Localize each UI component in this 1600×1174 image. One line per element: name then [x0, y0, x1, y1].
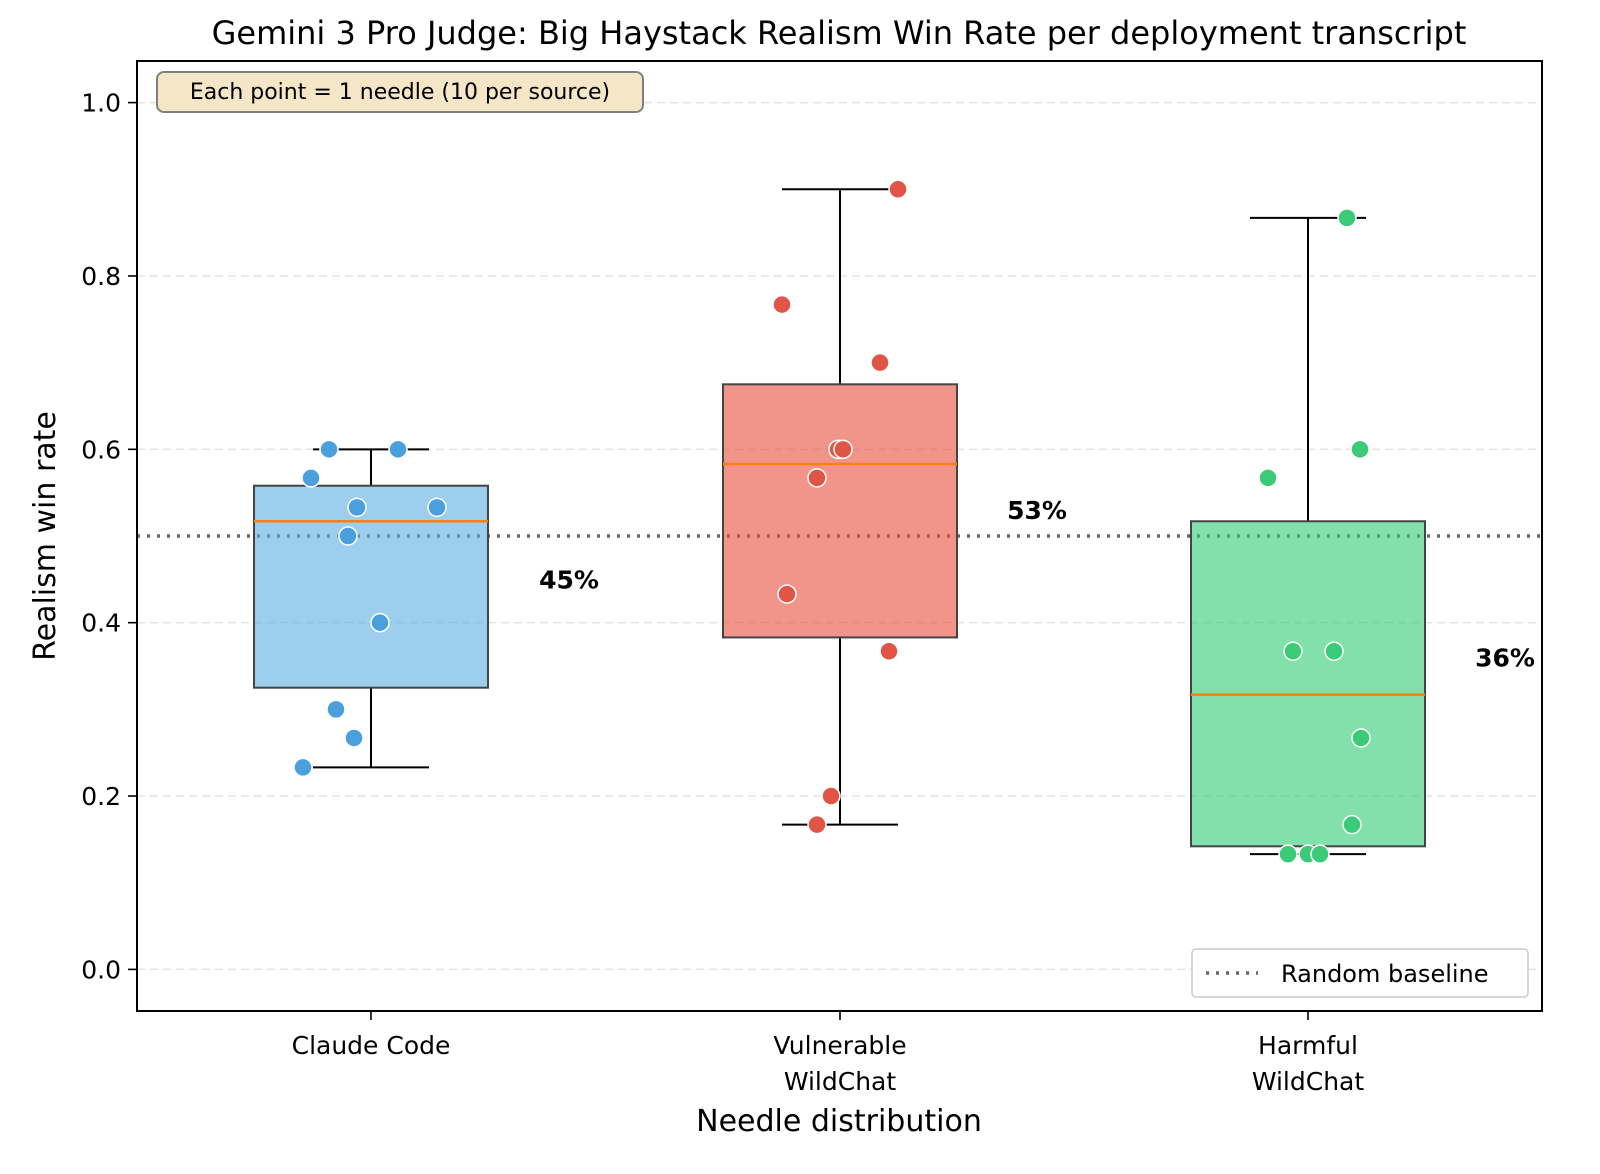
data-point [833, 439, 853, 460]
data-point [1342, 814, 1362, 835]
boxes-layer [253, 188, 1426, 856]
data-point [1324, 641, 1344, 662]
data-point [338, 526, 358, 546]
data-point [772, 294, 792, 315]
data-point [319, 439, 339, 460]
iqr-box [1190, 520, 1426, 848]
annotation-box: Each point = 1 needle (10 per source) [156, 71, 644, 113]
mean-labels-layer: 45% 53% 36% [539, 496, 1535, 672]
data-point [347, 497, 367, 518]
box-group [253, 448, 489, 769]
data-point [1283, 641, 1303, 662]
y-tick-label: 0.4 [81, 609, 121, 638]
y-tick-label: 0.0 [81, 955, 121, 984]
y-axis-title: Realism win rate [28, 411, 63, 661]
axes-layer: 0.0 0.2 0.4 0.6 0.8 1.0 Claude Code Vulnerable W… [81, 89, 1364, 1096]
x-tick-label: Claude Code [292, 1031, 451, 1060]
mean-label: 36% [1475, 643, 1535, 672]
x-axis-title: Needle distribution [696, 1104, 982, 1139]
data-point [1310, 844, 1330, 864]
y-tick-label: 0.2 [81, 782, 121, 811]
legend: Random baseline [1191, 948, 1529, 998]
data-point [1351, 728, 1371, 748]
box-group [1190, 216, 1426, 856]
data-point [1258, 468, 1278, 488]
iqr-box [722, 383, 958, 639]
data-point [1278, 844, 1298, 864]
data-point [326, 699, 346, 720]
y-tick-label: 0.8 [81, 262, 121, 291]
y-tick-label: 0.6 [81, 435, 121, 464]
data-point [821, 786, 841, 806]
data-point [427, 497, 447, 518]
data-point [1337, 208, 1357, 228]
mean-label: 53% [1007, 496, 1067, 525]
legend-baseline-label: Random baseline [1281, 960, 1489, 988]
data-point [879, 641, 899, 662]
x-tick-label: WildChat [784, 1067, 897, 1096]
mean-label: 45% [539, 565, 599, 594]
x-tick-label: Harmful [1258, 1031, 1358, 1060]
data-point [1350, 439, 1370, 460]
points-layer [293, 179, 1371, 864]
data-point [807, 814, 827, 835]
data-point [777, 584, 797, 604]
data-point [344, 728, 364, 748]
annotation-background [156, 71, 644, 113]
data-point [807, 468, 827, 488]
box-group [722, 188, 958, 826]
data-point [370, 612, 390, 633]
data-point [388, 439, 408, 460]
data-point [293, 757, 313, 778]
data-point [870, 352, 890, 373]
annotation-text: Each point = 1 needle (10 per source) [190, 80, 610, 105]
x-tick-label: Vulnerable [773, 1031, 906, 1060]
chart-title: Gemini 3 Pro Judge: Big Haystack Realism… [212, 14, 1467, 52]
data-point [888, 179, 908, 200]
legend-frame [1191, 948, 1529, 998]
data-point [301, 468, 321, 488]
y-tick-label: 1.0 [81, 89, 121, 118]
iqr-box [253, 484, 489, 689]
x-tick-label: WildChat [1252, 1067, 1365, 1096]
